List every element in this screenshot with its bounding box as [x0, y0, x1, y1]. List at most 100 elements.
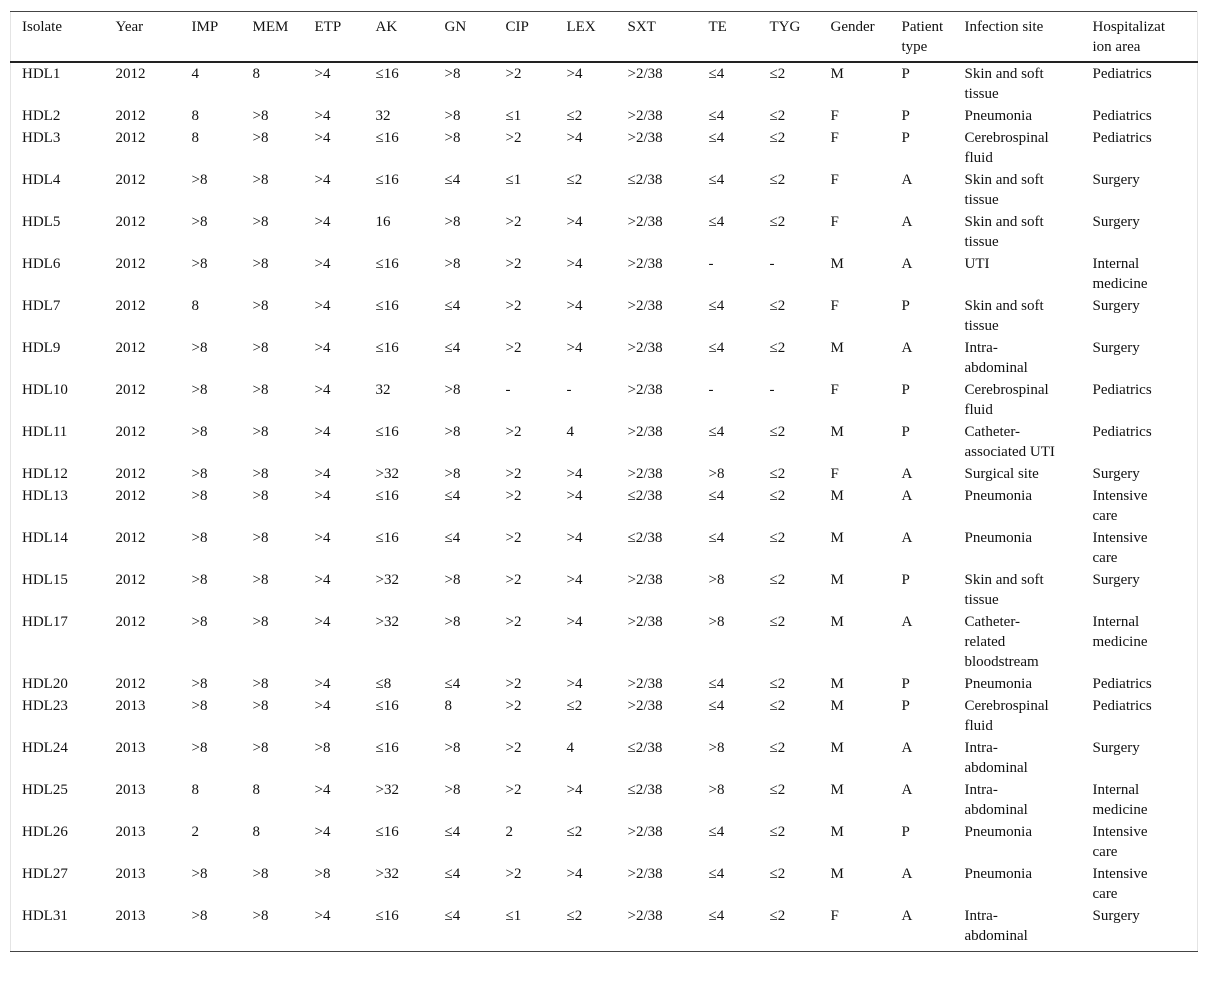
table-cell: >8: [252, 530, 269, 546]
table-cell: F: [830, 382, 839, 398]
table-cell: M: [830, 698, 844, 714]
table-cell: ≤2: [566, 908, 583, 924]
table-cell: 2013: [115, 908, 146, 924]
table-cell: >4: [314, 172, 331, 188]
table-cell: 2013: [115, 824, 146, 840]
table-cell: >8: [191, 866, 208, 882]
table-cell: Surgery: [1092, 466, 1140, 482]
header-row: Isolate Year IMP MEM ETP AK GN CIP LEX SXT TE TYG Ge…: [10, 11, 1198, 63]
table-cell: HDL4: [22, 172, 61, 188]
table-cell: ≤2: [566, 172, 583, 188]
table-cell: ≤4: [708, 908, 725, 924]
table-cell: Internal medicine: [1092, 614, 1148, 650]
table-cell: >8: [252, 698, 269, 714]
table-cell: P: [901, 698, 910, 714]
table-cell: >8: [708, 572, 725, 588]
table-cell: ≤4: [708, 130, 725, 146]
table-cell: M: [830, 572, 844, 588]
table-cell: -: [566, 382, 572, 398]
table-cell: Pneumonia: [964, 488, 1033, 504]
table-cell: >8: [191, 676, 208, 692]
table-cell: ≤2/38: [627, 172, 663, 188]
table-cell: ≤2: [769, 130, 786, 146]
column-header: AK: [375, 11, 445, 63]
table-row: HDL10 2012 >8 >8 >4 32 >8 - - >2/38 - - F P Cerebrospi…: [11, 379, 1198, 421]
table-cell: >8: [252, 614, 269, 630]
table-cell: Pediatrics: [1092, 66, 1152, 82]
table-row: HDL6 2012 >8 >8 >4 ≤16 >8 >2 >4 >2/38 - - M A UTI Inter…: [11, 253, 1198, 295]
table-cell: >2/38: [627, 108, 663, 124]
table-cell: ≤2/38: [627, 488, 663, 504]
table-cell: ≤2: [769, 424, 786, 440]
table-cell: M: [830, 256, 844, 272]
table-cell: ≤16: [375, 424, 399, 440]
table-cell: HDL9: [22, 340, 61, 356]
table-row: HDL15 2012 >8 >8 >4 >32 >8 >2 >4 >2/38 >8 ≤2 M P Skin …: [11, 569, 1198, 611]
table-row: HDL24 2013 >8 >8 >8 ≤16 >8 >2 4 ≤2/38 >8 ≤2 M A Intra-…: [11, 737, 1198, 779]
table-cell: HDL1: [22, 66, 61, 82]
table-cell: ≤4: [708, 298, 725, 314]
table-cell: Skin and soft tissue: [964, 214, 1044, 250]
table-cell: >2: [505, 256, 522, 272]
table-cell: ≤16: [375, 130, 399, 146]
table-cell: 2012: [115, 382, 146, 398]
table-cell: Surgery: [1092, 340, 1140, 356]
table-cell: ≤2: [769, 572, 786, 588]
table-cell: >8: [252, 298, 269, 314]
table-cell: -: [769, 256, 775, 272]
table-row: HDL25 2013 8 8 >4 >32 >8 >2 >4 ≤2/38 >8 ≤2 M A Intra-a…: [11, 779, 1198, 821]
table-cell: ≤4: [708, 824, 725, 840]
table-cell: >2/38: [627, 676, 663, 692]
table-cell: ≤4: [444, 488, 461, 504]
table-cell: ≤16: [375, 298, 399, 314]
table-cell: Pneumonia: [964, 108, 1033, 124]
column-header: Hospitalization area: [1092, 11, 1198, 63]
table-cell: Intensive care: [1092, 488, 1148, 524]
table-cell: >8: [191, 908, 208, 924]
table-cell: Intra-abdominal: [964, 340, 1028, 376]
table-cell: ≤1: [505, 108, 522, 124]
table-cell: ≤4: [444, 824, 461, 840]
table-cell: >2/38: [627, 698, 663, 714]
table-cell: HDL14: [22, 530, 68, 546]
table-cell: ≤4: [708, 424, 725, 440]
table-cell: 2012: [115, 466, 146, 482]
table-cell: ≤4: [444, 908, 461, 924]
table-cell: HDL12: [22, 466, 68, 482]
table-cell: ≤4: [708, 676, 725, 692]
table-cell: M: [830, 66, 844, 82]
table-cell: M: [830, 824, 844, 840]
table-cell: Pneumonia: [964, 866, 1033, 882]
table-cell: ≤4: [708, 214, 725, 230]
table-cell: ≤2: [769, 66, 786, 82]
table-cell: >8: [191, 256, 208, 272]
table-cell: 8: [191, 130, 200, 146]
table-cell: >2/38: [627, 614, 663, 630]
table-cell: ≤16: [375, 698, 399, 714]
table-cell: Intensive care: [1092, 866, 1148, 902]
table-cell: >8: [444, 256, 461, 272]
table-cell: 2013: [115, 866, 146, 882]
table-cell: >8: [191, 740, 208, 756]
table-row: HDL3 2012 8 >8 >4 ≤16 >8 >2 >4 >2/38 ≤4 ≤2 F P Cerebro…: [11, 127, 1198, 169]
table-body: HDL1 2012 4 8 >4 ≤16 >8 >2 >4 >2/38 ≤4 ≤2 M P Skin and…: [11, 62, 1198, 952]
table-cell: >2/38: [627, 466, 663, 482]
table-cell: ≤8: [375, 676, 392, 692]
table-cell: >4: [314, 424, 331, 440]
table-cell: >8: [444, 740, 461, 756]
table-cell: Pediatrics: [1092, 698, 1152, 714]
table-cell: >4: [314, 782, 331, 798]
table-cell: >2: [505, 488, 522, 504]
table-cell: >4: [314, 614, 331, 630]
table-cell: 2012: [115, 676, 146, 692]
table-cell: >8: [444, 214, 461, 230]
table-cell: ≤4: [444, 298, 461, 314]
table-row: HDL5 2012 >8 >8 >4 16 >8 >2 >4 >2/38 ≤4 ≤2 F A Skin an…: [11, 211, 1198, 253]
table-cell: P: [901, 424, 910, 440]
table-cell: ≤16: [375, 256, 399, 272]
table-cell: 2012: [115, 108, 146, 124]
table-cell: >4: [314, 572, 331, 588]
table-cell: ≤2: [769, 340, 786, 356]
table-cell: >8: [444, 572, 461, 588]
